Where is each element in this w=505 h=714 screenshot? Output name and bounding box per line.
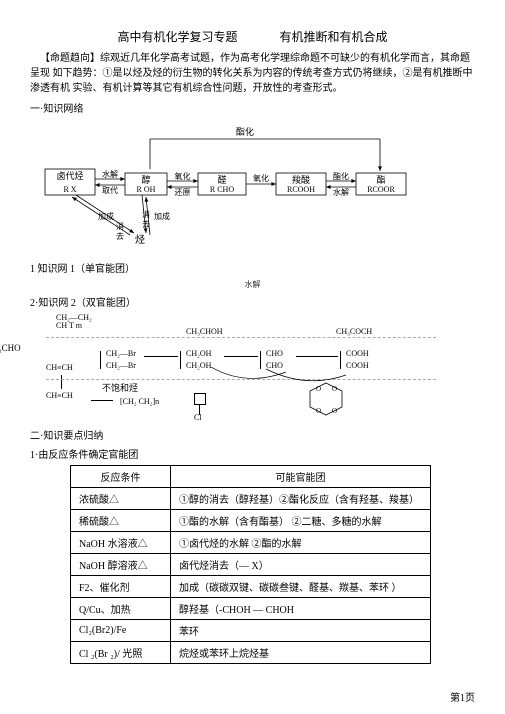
section-2-1: 1·由反应条件确定官能团: [30, 446, 475, 461]
svg-text:酯化: 酯化: [236, 126, 254, 137]
table-cell: 醇羟基（-CHOH — CHOH: [171, 598, 431, 620]
svg-text:卤代烃: 卤代烃: [56, 170, 83, 181]
section-2: 二·知识要点归纳: [30, 427, 475, 442]
svg-text:水解: 水解: [333, 187, 349, 197]
table-cell: Q/Cu、加热: [71, 598, 171, 620]
svg-text:去: 去: [116, 231, 124, 241]
know2: 2·知识网 2（双官能团）: [30, 294, 475, 309]
table-cell: Cl ₂(Br ₂)/ 光照: [71, 642, 171, 664]
table-row: 稀硫酸△①酯的水解（含有酯基） ②二糖、多糖的水解: [71, 510, 431, 532]
table-cell: 烷烃或苯环上烷烃基: [171, 642, 431, 664]
table-cell: Cl₂(Br2)/Fe: [71, 620, 171, 642]
small-hydrolysis-label: 水解: [30, 279, 475, 290]
svg-text:加成: 加成: [154, 211, 170, 221]
svg-text:酯化: 酯化: [333, 171, 349, 181]
table-row: Cl₂(Br2)/Fe苯环: [71, 620, 431, 642]
table-row: F2、催化剂加成（碳碳双键、碳碳叁键、醛基、羰基、苯环 ）: [71, 576, 431, 598]
svg-text:O: O: [316, 407, 321, 415]
svg-text:水解: 水解: [102, 169, 118, 179]
table-row: NaOH 醇溶液△卤代烃消去（— X）: [71, 554, 431, 576]
d2-left-label: CH₂CHO: [0, 343, 21, 353]
svg-text:O: O: [332, 407, 337, 415]
svg-text:烃: 烃: [135, 233, 145, 246]
svg-text:去: 去: [142, 219, 150, 229]
page-footer: 第1页: [450, 689, 475, 704]
section-1: 一·知识网络: [30, 100, 475, 115]
table-row: NaOH 水溶液△①卤代烃的水解 ②酯的水解: [71, 532, 431, 554]
table-cell: ①酯的水解（含有酯基） ②二糖、多糖的水解: [171, 510, 431, 532]
table-cell: 浓硫酸△: [71, 488, 171, 510]
svg-text:酯: 酯: [376, 175, 385, 185]
table-row: Cl ₂(Br ₂)/ 光照烷烃或苯环上烷烃基: [71, 642, 431, 664]
table-cell: 苯环: [171, 620, 431, 642]
table-cell: NaOH 醇溶液△: [71, 554, 171, 576]
intro: 【命题趋向】综观近几年化学高考试题，作为高考化学理综命题不可缺少的有机化学而言，…: [30, 51, 475, 96]
table-header-1: 反应条件: [71, 466, 171, 488]
svg-text:消: 消: [116, 221, 124, 231]
svg-text:消: 消: [142, 209, 150, 219]
table-row: Q/Cu、加热醇羟基（-CHOH — CHOH: [71, 598, 431, 620]
table-cell: NaOH 水溶液△: [71, 532, 171, 554]
table-cell: 稀硫酸△: [71, 510, 171, 532]
svg-text:醛: 醛: [217, 174, 226, 185]
svg-text:醇: 醇: [141, 174, 150, 185]
diagram-1: 酯化卤代烃R X醇R OH醛R CHO羧酸RCOOH酯RCOOR水解取代氧化还原…: [30, 121, 475, 254]
title-left: 高中有机化学复习专题: [117, 30, 237, 44]
svg-text:R CHO: R CHO: [210, 185, 234, 194]
svg-text:羧酸: 羧酸: [292, 174, 310, 185]
svg-text:还原: 还原: [175, 187, 191, 197]
svg-text:R X: R X: [63, 185, 76, 194]
table-row: 浓硫酸△①醇的消去（醇羟基）②酯化反应（含有羟基、羧基）: [71, 488, 431, 510]
know1: 1 知识网 1（单官能团）: [30, 260, 475, 275]
intro-label: 【命题趋向】: [40, 53, 100, 64]
table-header-2: 可能官能团: [171, 466, 431, 488]
table-cell: 卤代烃消去（— X）: [171, 554, 431, 576]
svg-text:RCOOR: RCOOR: [367, 185, 395, 194]
title-right: 有机推断和有机合成: [280, 30, 388, 44]
svg-text:RCOOH: RCOOH: [287, 185, 315, 194]
table-cell: ①醇的消去（醇羟基）②酯化反应（含有羟基、羧基）: [171, 488, 431, 510]
svg-text:取代: 取代: [102, 185, 118, 195]
svg-text:R OH: R OH: [137, 185, 156, 194]
svg-text:加成: 加成: [98, 211, 114, 221]
table-cell: 加成（碳碳双键、碳碳叁键、醛基、羰基、苯环 ）: [171, 576, 431, 598]
table-cell: ①卤代烃的水解 ②酯的水解: [171, 532, 431, 554]
svg-text:氧化: 氧化: [175, 171, 191, 181]
svg-text:氧化: 氧化: [253, 173, 269, 183]
diagram-2: CH₂CHO CH₂—CH₂ CH T m CH₃CHOH CH₃COCH CH…: [6, 313, 475, 423]
table-cell: F2、催化剂: [71, 576, 171, 598]
conditions-table: 反应条件 可能官能团 浓硫酸△①醇的消去（醇羟基）②酯化反应（含有羟基、羧基）稀…: [70, 465, 431, 664]
